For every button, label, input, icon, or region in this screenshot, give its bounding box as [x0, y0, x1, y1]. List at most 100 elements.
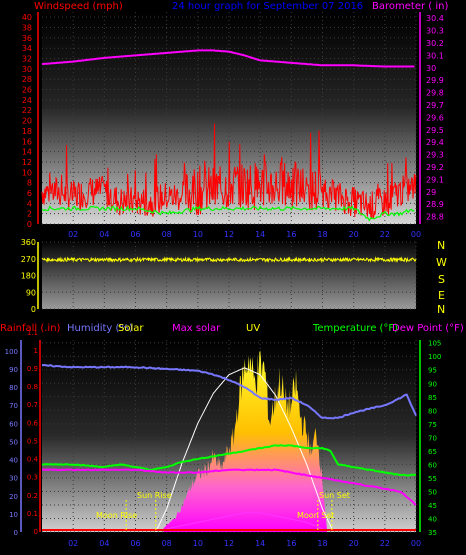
rain-y-tick: 1.1 [27, 329, 38, 337]
temp-y-tick: 80 [428, 407, 437, 415]
temp-y-tick: 105 [428, 340, 441, 348]
wind-x-tick: 10 [193, 230, 203, 239]
humidity-y-tick: 80 [9, 384, 18, 392]
direction-panel [42, 242, 416, 309]
temp-y-tick: 100 [428, 353, 441, 361]
temp-y-tick: 60 [428, 461, 437, 469]
wind-y-tick: 10 [22, 168, 32, 177]
wind-y-tick: 28 [22, 75, 32, 84]
baro-y-tick: 29.6 [426, 113, 444, 122]
temp-y-tick: 40 [428, 515, 437, 523]
wind-baseline [41, 205, 415, 222]
climate-x-tick: 14 [255, 539, 265, 548]
temp-y-tick: 90 [428, 380, 437, 388]
data-series [41, 49, 417, 533]
wind-y-tick: 12 [22, 158, 32, 167]
climate-x-tick: 22 [380, 539, 390, 548]
temp-y-tick: 45 [428, 502, 437, 510]
baro-y-tick: 30.4 [426, 14, 444, 23]
humidity-y-tick: 20 [9, 493, 18, 501]
dir-y-tick: 180 [21, 272, 36, 281]
rain-y-tick: 0.5 [27, 437, 38, 445]
dir-letter-s: S [438, 273, 445, 286]
rain-y-tick: 0.7 [27, 401, 38, 409]
wind-x-tick: 00 [411, 230, 421, 239]
wind-x-tick: 20 [349, 230, 359, 239]
rain-y-tick: 0 [34, 528, 38, 536]
temp-y-tick: 35 [428, 529, 437, 537]
wind-x-tick: 06 [130, 230, 140, 239]
climate-x-tick: 16 [286, 539, 296, 548]
wind-x-tick: 04 [99, 230, 109, 239]
baro-y-tick: 29.5 [426, 126, 444, 135]
temp-y-tick: 75 [428, 421, 437, 429]
baro-y-tick: 30 [426, 64, 436, 73]
wind-y-tick: 30 [22, 65, 32, 74]
wind-y-tick: 0 [27, 220, 32, 229]
windspeed-label: Windspeed (mph) [34, 1, 123, 12]
climate-x-tick: 12 [224, 539, 234, 548]
wind-x-tick: 22 [380, 230, 390, 239]
wind-y-tick: 8 [27, 179, 32, 188]
humidity-line [41, 363, 417, 420]
temperature-line [41, 444, 417, 477]
sun-rise-label: Sun Rise [137, 491, 172, 500]
temperature-label: Temperature (°F) [312, 323, 398, 334]
temp-y-tick: 70 [428, 434, 437, 442]
baro-y-tick: 30.2 [426, 39, 444, 48]
uv-line [166, 512, 326, 532]
barometer-line [41, 49, 415, 68]
wind-y-tick: 22 [22, 106, 32, 115]
temp-y-tick: 85 [428, 394, 437, 402]
max-solar-label: Max solar [172, 323, 221, 334]
dir-letter-e: E [438, 289, 445, 302]
baro-y-tick: 29.7 [426, 101, 444, 110]
humidity-y-tick: 70 [9, 402, 18, 410]
baro-y-tick: 29 [426, 188, 436, 197]
wind-x-tick: 12 [224, 230, 234, 239]
wind-y-tick: 2 [27, 210, 32, 219]
baro-y-tick: 29.1 [426, 175, 444, 184]
wind-y-tick: 18 [22, 127, 32, 136]
wind-x-tick: 18 [317, 230, 327, 239]
humidity-y-tick: 0 [14, 529, 18, 537]
direction-line [41, 256, 417, 264]
rain-y-tick: 0.8 [27, 383, 38, 391]
dir-letter-n2: N [437, 303, 445, 316]
dir-y-tick: 90 [26, 288, 36, 297]
humidity-y-tick: 50 [9, 438, 18, 446]
humidity-y-tick: 90 [9, 366, 18, 374]
rain-y-tick: 0.4 [27, 456, 39, 464]
wind-y-tick: 4 [27, 199, 32, 208]
temp-y-tick: 95 [428, 367, 437, 375]
temp-y-tick: 65 [428, 448, 437, 456]
moon-rise-label: Moon Rise [96, 511, 137, 520]
rain-y-tick: 0.3 [27, 474, 38, 482]
wind-y-tick: 32 [22, 55, 32, 64]
rain-y-tick: 0.2 [27, 492, 38, 500]
wind-y-tick: 14 [22, 148, 32, 157]
dir-letter-w: W [436, 256, 447, 269]
climate-x-tick: 02 [68, 539, 78, 548]
wind-y-tick: 26 [22, 86, 32, 95]
chart-title: 24 hour graph for September 07 2016 [172, 1, 363, 12]
humidity-y-tick: 30 [9, 475, 18, 483]
climate-x-tick: 00 [411, 539, 421, 548]
wind-y-tick: 24 [22, 96, 32, 105]
moon-set-label: Moon Set [297, 511, 334, 520]
humidity-label: Humidity (%) [67, 323, 133, 334]
rain-y-tick: 1 [34, 347, 38, 355]
humidity-y-tick: 60 [9, 420, 18, 428]
climate-x-tick: 08 [162, 539, 172, 548]
dewpoint-line [41, 468, 417, 506]
temp-y-tick: 55 [428, 475, 437, 483]
baro-y-tick: 29.4 [426, 138, 444, 147]
sun-set-label: Sun Set [319, 491, 350, 500]
wind-y-tick: 38 [22, 24, 32, 33]
wind-y-tick: 36 [22, 34, 32, 43]
climate-x-tick: 20 [349, 539, 359, 548]
humidity-y-tick: 40 [9, 457, 18, 465]
dir-y-tick: 270 [21, 255, 36, 264]
wind-y-tick: 34 [22, 44, 32, 53]
